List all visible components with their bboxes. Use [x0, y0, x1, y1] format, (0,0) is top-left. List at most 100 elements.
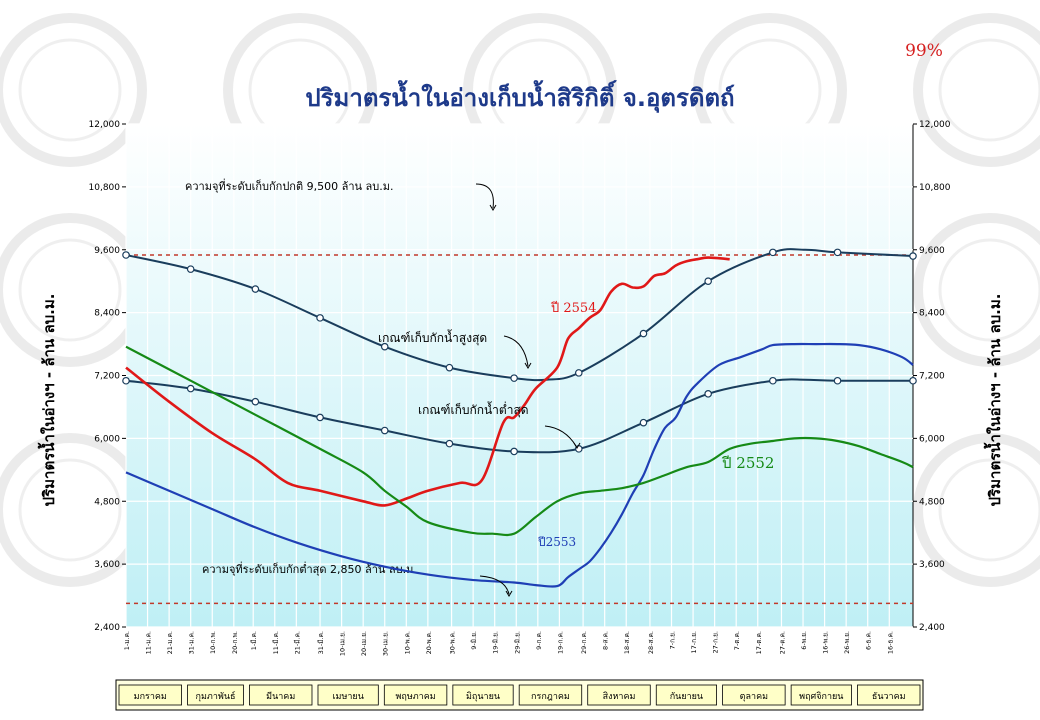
y-axis-label-left: ปริมาตรน้ำในอ่างฯ - ล้าน ลบ.ม. [37, 294, 58, 507]
x-tick-label: 20-ก.พ. [231, 631, 239, 654]
y-tick-label-left: 4,800 [94, 497, 120, 507]
series-marker [122, 251, 130, 259]
series-marker [380, 342, 389, 351]
month-cell [857, 684, 921, 706]
x-tick-label: 11-ม.ค. [145, 631, 153, 654]
y-tick-label-left: 6,000 [94, 434, 120, 444]
x-tick-label: 10-เม.ย. [339, 631, 347, 656]
watermark-seal-icon [938, 458, 1040, 562]
month-cell [187, 684, 244, 706]
series-marker [574, 369, 583, 377]
x-axis: 1-ม.ค. 11-ม.ค. 21-ม.ค. 31-ม.ค. 10-ก.พ. 20-ก.พ… [123, 631, 894, 656]
month-label: มิถุนายน [466, 691, 500, 702]
x-tick-label: 1-ม.ค. [123, 631, 131, 650]
arrow-icon [475, 183, 494, 209]
arrow-icon [479, 575, 510, 595]
y-tick-label-right: 2,400 [919, 623, 945, 633]
series-marker [510, 447, 518, 456]
series-marker [510, 374, 518, 382]
reference-line-label: ความจุที่ระดับเก็บกักต่ำสุด 2,850 ล้าน ล… [202, 561, 417, 576]
y-tick-label-right: 7,200 [919, 372, 945, 382]
series-marker [251, 397, 260, 406]
x-tick-label: 20-พ.ค. [425, 631, 433, 654]
y-tick-label-right: 6,000 [919, 434, 945, 444]
series-marker [833, 248, 842, 257]
x-tick-label: 28-ส.ค. [647, 631, 655, 654]
series-line [125, 342, 914, 588]
arrow-head-icon [505, 590, 513, 597]
y-axis-right: 2,400 3,600 4,800 6,000 7,200 8,400 9,600 10,80… [913, 120, 951, 633]
x-tick-label: 29-มิ.ย. [513, 631, 521, 654]
series-annotation: ปี 2554 [550, 300, 596, 316]
series-marker [186, 384, 195, 393]
arrow-head-icon [524, 362, 532, 369]
series-marker [769, 248, 777, 257]
series-marker [639, 418, 648, 427]
chart-title: ปริมาตรน้ำในอ่างเก็บน้ำสิริกิติ์ จ.อุตรด… [305, 79, 734, 114]
month-label: พฤษภาคม [395, 692, 435, 702]
x-tick-label: 7-ต.ค. [733, 631, 741, 650]
series-marker [316, 413, 324, 422]
series-marker [186, 265, 195, 273]
month-cell [790, 684, 852, 706]
series-marker [380, 426, 389, 435]
month-cell [249, 684, 313, 706]
month-cell [317, 684, 379, 706]
month-cell [655, 684, 717, 706]
x-tick-label: 9-มิ.ย. [470, 631, 478, 650]
reference-lines: ความจุที่ระดับเก็บกักปกติ 9,500 ล้าน ลบ.… [126, 178, 913, 605]
y-tick-label-right: 4,800 [919, 497, 945, 507]
watermark-seal-icon [18, 238, 122, 342]
month-label: มีนาคม [266, 691, 295, 702]
y-tick-label-right: 3,600 [919, 560, 945, 570]
y-axis-label-right: ปริมาตรน้ำในอ่างฯ - ล้าน ลบ.ม. [983, 294, 1004, 507]
watermark-seal-icon [938, 238, 1040, 342]
month-cell [452, 684, 514, 706]
series-marker [316, 314, 324, 322]
month-label: พฤศจิกายน [799, 691, 843, 702]
month-label: ธันวาคม [872, 692, 906, 702]
x-tick-label: 8-ส.ค. [602, 631, 610, 650]
watermark-seal-icon [913, 13, 1040, 167]
month-band: มกราคม กุมภาพันธ์ มีนาคม เมษายน พฤษภาคม มิถุน… [115, 679, 924, 711]
month-cell [587, 684, 651, 706]
y-tick-label-right: 8,400 [919, 309, 945, 319]
series-marker [833, 376, 842, 385]
arrow-icon [503, 335, 529, 367]
x-tick-label: 21-ม.ค. [166, 631, 174, 654]
x-tick-label: 18-ส.ค. [623, 631, 631, 654]
y-tick-label-left: 7,200 [94, 372, 120, 382]
series-marker [704, 390, 712, 398]
x-tick-label: 27-ก.ย. [712, 631, 720, 654]
x-tick-label: 9-ก.ค. [535, 631, 543, 650]
series-marker [909, 376, 917, 385]
percent-label: 99% [905, 41, 943, 61]
x-tick-label: 20-เม.ย. [360, 631, 368, 656]
series-annotation: ปี 2552 [721, 454, 774, 472]
x-tick-label: 1-มี.ค. [250, 631, 258, 650]
series-annotation: เกณฑ์เก็บกักน้ำสูงสุด [378, 329, 487, 346]
x-tick-label: 19-ก.ค. [556, 631, 564, 654]
x-tick-label: 19-มิ.ย. [492, 631, 500, 654]
x-tick-label: 30-พ.ค. [449, 631, 457, 654]
month-label: เมษายน [332, 692, 363, 702]
month-cell [118, 684, 182, 706]
x-tick-label: 30-เม.ย. [382, 631, 390, 656]
x-tick-label: 21-มี.ค. [293, 631, 301, 654]
month-label: กรกฎาคม [531, 692, 570, 702]
month-label: มกราคม [134, 692, 167, 702]
arrow-head-icon [489, 204, 497, 211]
y-tick-label-left: 9,600 [94, 246, 120, 256]
y-tick-label-left: 10,800 [89, 183, 121, 193]
month-cell [518, 684, 583, 706]
month-cell [383, 684, 448, 706]
x-tick-label: 17-ต.ค. [755, 631, 763, 654]
series-marker [769, 376, 777, 385]
month-label: ตุลาคม [740, 692, 768, 702]
annotations: ปี 2554 ปี2553 ปี 2552 เกณฑ์เก็บกักน้ำสูงสุ… [378, 183, 774, 597]
x-tick-label: 29-ก.ค. [580, 631, 588, 654]
y-axis-left: 2,400 3,600 4,800 6,000 7,200 8,400 9,600 10,80… [89, 120, 126, 633]
arrow-head-icon [573, 442, 581, 449]
x-tick-label: 27-ต.ค. [778, 631, 786, 654]
